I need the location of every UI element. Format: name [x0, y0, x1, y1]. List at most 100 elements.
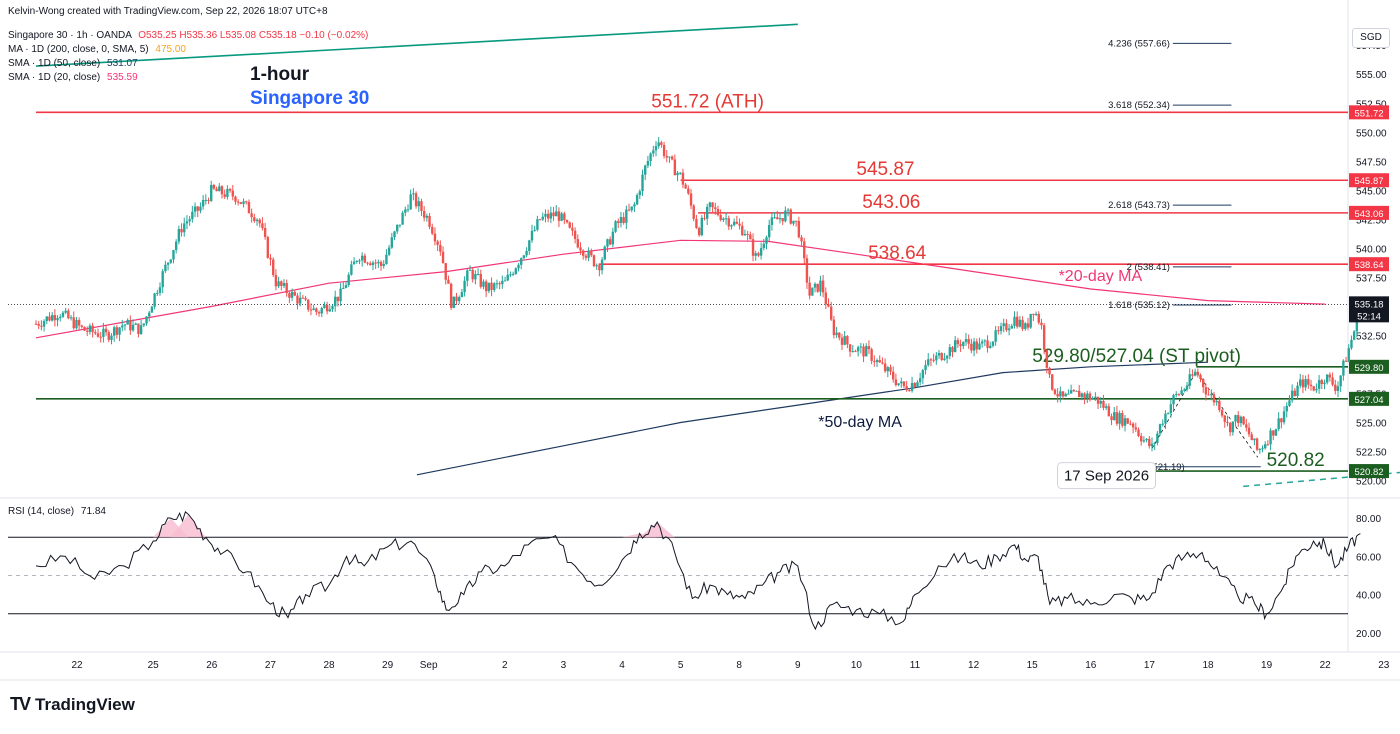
- ma200-legend-row[interactable]: MA · 1D (200, close, 0, SMA, 5) 475.00: [8, 44, 186, 55]
- candle: [258, 218, 261, 228]
- candle: [1285, 402, 1288, 418]
- candle-body: [433, 233, 437, 242]
- candle: [99, 331, 102, 343]
- candle-body: [881, 362, 884, 364]
- candle-body: [323, 304, 326, 309]
- instrument-title: Singapore 30: [250, 88, 370, 109]
- candle-body: [1104, 406, 1108, 408]
- candle-body: [1110, 416, 1113, 421]
- candle: [932, 353, 935, 363]
- candle-body: [1263, 444, 1267, 449]
- candle: [1164, 410, 1167, 429]
- candle: [34, 320, 38, 325]
- candle: [889, 364, 892, 376]
- candle-body: [676, 172, 679, 176]
- time-tick-label: 9: [795, 660, 801, 671]
- candle-body: [145, 316, 148, 324]
- candle: [64, 307, 67, 315]
- candle: [1339, 375, 1342, 393]
- candle: [1231, 421, 1235, 436]
- candle-body: [600, 259, 604, 271]
- candle-body: [1069, 390, 1073, 394]
- candle: [722, 217, 725, 223]
- candle: [827, 298, 830, 308]
- rsi-legend-row[interactable]: RSI (14, close) 71.84: [8, 506, 106, 517]
- candle-body: [927, 359, 930, 366]
- candle-body: [811, 287, 814, 296]
- candle-body: [921, 370, 925, 379]
- candle-body: [816, 283, 819, 292]
- candle: [1188, 368, 1191, 389]
- candle: [797, 216, 801, 239]
- candle: [1210, 389, 1213, 401]
- candle-body: [53, 315, 57, 321]
- candle-body: [1280, 418, 1283, 423]
- candle-body: [1142, 440, 1146, 442]
- currency-button[interactable]: SGD: [1352, 28, 1390, 48]
- candle: [541, 212, 544, 221]
- candle: [1325, 374, 1329, 385]
- candle: [1042, 322, 1046, 355]
- candle-body: [360, 255, 364, 261]
- candle: [1307, 374, 1310, 389]
- candle-body: [964, 339, 968, 342]
- candle: [1002, 318, 1005, 333]
- candle-body: [571, 227, 574, 231]
- candle: [463, 276, 466, 297]
- candle-body: [441, 251, 445, 264]
- candle: [668, 156, 671, 163]
- candle: [1129, 420, 1132, 426]
- candle: [630, 206, 633, 213]
- candle: [1269, 428, 1272, 451]
- candle: [398, 224, 402, 228]
- candle-body: [768, 224, 771, 238]
- candle-body: [997, 330, 1000, 332]
- candle: [1261, 445, 1264, 453]
- candle: [307, 299, 310, 312]
- candle: [506, 268, 509, 282]
- candle-body: [118, 327, 121, 335]
- candle-body: [91, 325, 94, 333]
- candle: [369, 261, 372, 266]
- candle-body: [1048, 367, 1051, 375]
- candle-body: [1323, 382, 1326, 384]
- sma50-legend-row[interactable]: SMA · 1D (50, close) 531.07: [8, 58, 138, 69]
- candle-body: [64, 310, 67, 313]
- candle: [72, 311, 75, 330]
- candle: [913, 382, 916, 388]
- candle: [573, 227, 577, 244]
- candle-body: [851, 351, 854, 353]
- candle-body: [679, 172, 682, 174]
- candle: [406, 204, 410, 213]
- candle-body: [180, 228, 183, 233]
- time-tick-label: 11: [910, 660, 921, 671]
- candle: [967, 334, 970, 349]
- candle: [1277, 412, 1280, 432]
- candle-body: [1334, 384, 1337, 391]
- candle-body: [962, 341, 965, 347]
- candle-body: [824, 292, 828, 305]
- candle: [789, 208, 792, 225]
- candle: [493, 282, 496, 293]
- candle-body: [1083, 393, 1086, 399]
- candle-body: [848, 344, 852, 352]
- candle: [476, 268, 480, 276]
- candle: [474, 270, 477, 285]
- candle-body: [1088, 393, 1092, 400]
- credit-line: Kelvin-Wong created with TradingView.com…: [8, 6, 328, 17]
- candle-body: [738, 223, 741, 226]
- candle-body: [897, 383, 900, 386]
- candle: [689, 189, 693, 210]
- candle-body: [805, 258, 809, 283]
- candle: [1309, 379, 1313, 391]
- candle-body: [555, 211, 558, 217]
- candle-body: [646, 160, 650, 166]
- candle: [1104, 403, 1108, 411]
- candle: [813, 282, 817, 293]
- sma20-legend-row[interactable]: SMA · 1D (20, close) 535.59: [8, 72, 138, 83]
- candle: [490, 277, 493, 297]
- candle-body: [819, 280, 822, 292]
- candle: [377, 259, 380, 269]
- candle-body: [1304, 379, 1307, 388]
